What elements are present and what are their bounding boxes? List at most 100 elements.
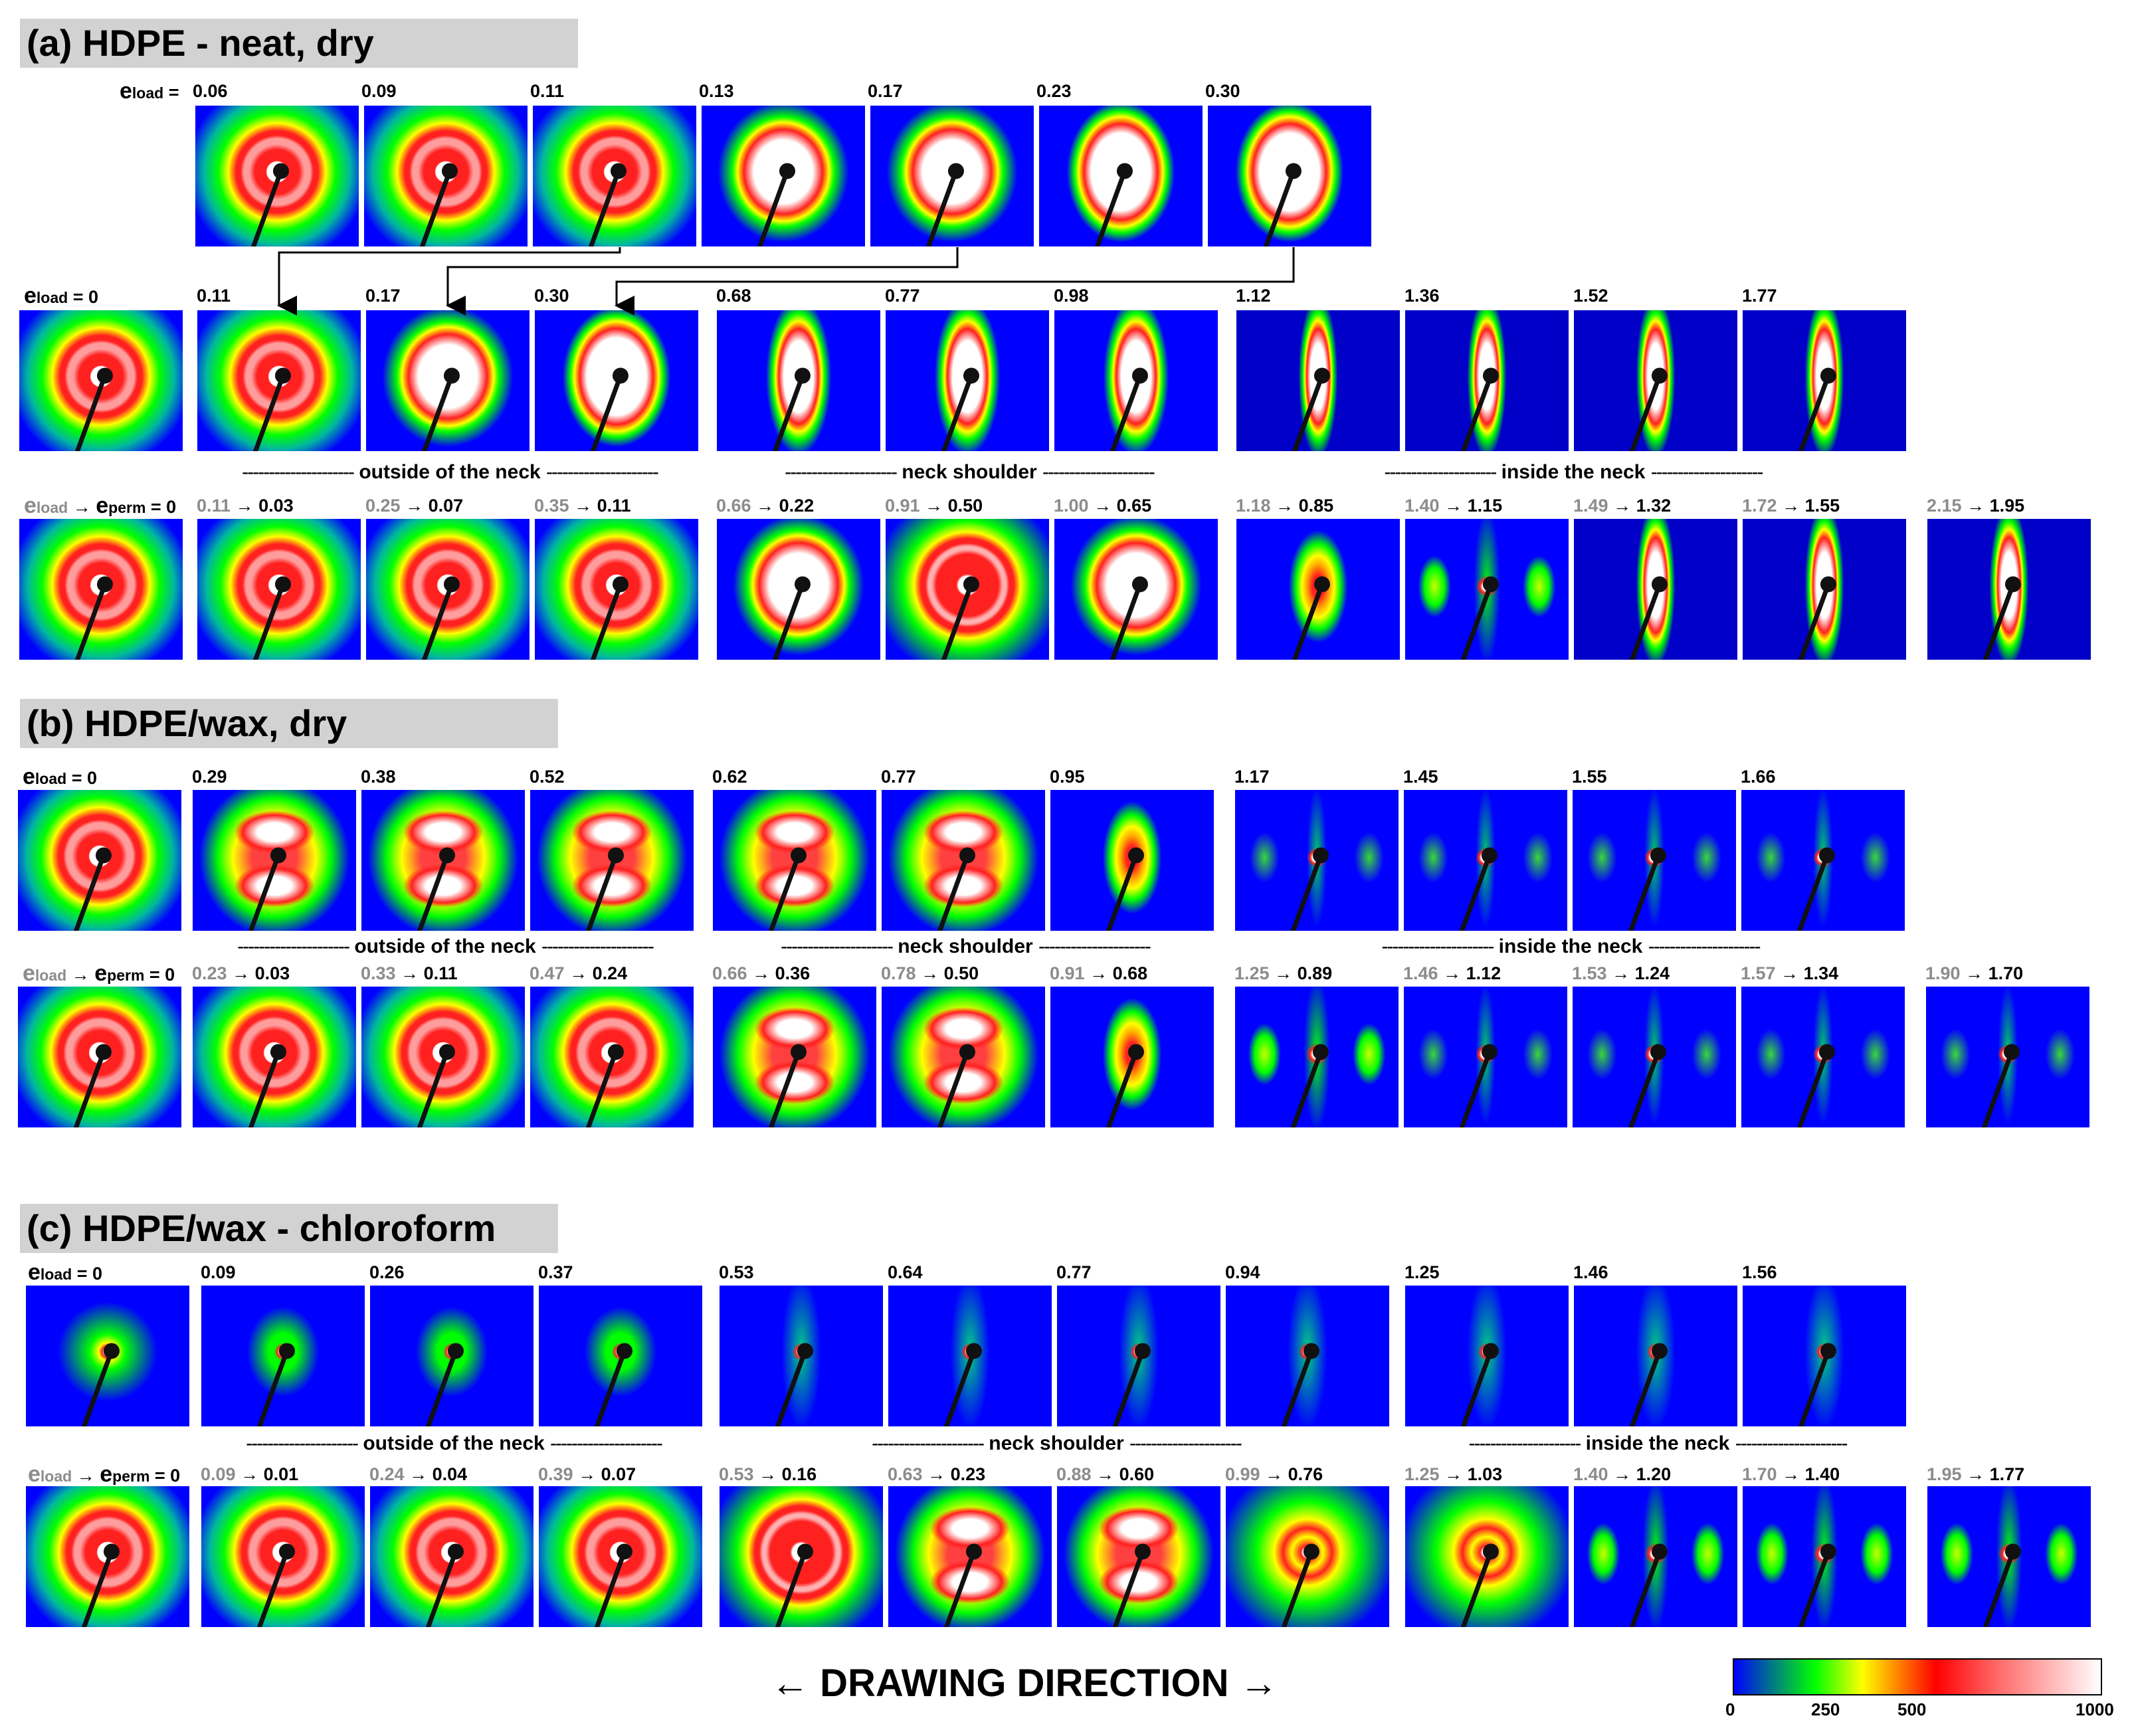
scattering-pattern — [701, 105, 866, 247]
scattering-pattern — [881, 789, 1046, 931]
scattering-pattern — [719, 1486, 884, 1628]
panel-title: (c) HDPE/wax - chloroform — [20, 1204, 558, 1253]
eload-label: eload = — [120, 78, 179, 104]
strain-label: 0.77 — [881, 767, 916, 787]
strain-label: 0.68 — [716, 286, 751, 306]
region-label-outside: --------------------- outside of the nec… — [237, 935, 654, 957]
strain-label: 1.46 — [1573, 1262, 1608, 1282]
scattering-pattern — [888, 1285, 1052, 1427]
scattering-pattern — [885, 518, 1050, 660]
strain-label: 0.94 — [1225, 1262, 1260, 1282]
strain-pair-label: 1.90 → 1.70 — [1925, 963, 2024, 983]
eload-label: eload = 0 — [24, 283, 99, 308]
strain-pair-label: 0.25 → 0.07 — [365, 496, 464, 516]
scattering-pattern — [716, 310, 881, 452]
scattering-pattern — [19, 518, 183, 660]
strain-label: 1.25 — [1404, 1262, 1440, 1282]
strain-label: 0.17 — [365, 286, 401, 306]
scattering-pattern — [361, 789, 526, 931]
scattering-pattern — [369, 1285, 534, 1427]
strain-label: 0.23 — [1036, 81, 1072, 101]
colorbar-tick: 0 — [1725, 1699, 1735, 1719]
scattering-pattern — [530, 986, 694, 1128]
strain-label: 1.56 — [1742, 1262, 1777, 1282]
strain-label: 0.17 — [868, 81, 903, 101]
scattering-pattern — [1573, 1285, 1738, 1427]
strain-label: 0.30 — [1205, 81, 1240, 101]
scattering-pattern — [1234, 789, 1399, 931]
strain-pair-label: 0.24 → 0.04 — [369, 1464, 468, 1484]
strain-label: 0.26 — [369, 1262, 405, 1282]
scattering-pattern — [1927, 518, 2091, 660]
strain-label: 0.11 — [530, 81, 565, 101]
strain-pair-label: 0.47 → 0.24 — [530, 963, 628, 983]
strain-pair-label: 1.46 → 1.12 — [1403, 963, 1501, 983]
scattering-pattern — [369, 1486, 534, 1628]
strain-pair-label: 0.09 → 0.01 — [201, 1464, 299, 1484]
scattering-pattern — [1403, 789, 1568, 931]
strain-pair-label: 1.25 → 1.03 — [1404, 1464, 1503, 1484]
region-label-outside: --------------------- outside of the nec… — [246, 1432, 663, 1454]
scattering-pattern — [538, 1285, 703, 1427]
strain-label: 0.11 — [197, 286, 231, 306]
scattering-pattern — [1404, 1285, 1569, 1427]
scattering-pattern — [712, 789, 877, 931]
scattering-pattern — [1572, 789, 1737, 931]
colorbar-tick: 500 — [1897, 1699, 1927, 1719]
strain-label: 0.77 — [1056, 1262, 1092, 1282]
strain-label: 0.37 — [538, 1262, 573, 1282]
scattering-pattern — [881, 986, 1046, 1128]
eperm-label: eload → eperm = 0 — [23, 961, 175, 986]
scattering-pattern — [1925, 986, 2090, 1128]
scattering-pattern — [1236, 518, 1401, 660]
region-label-inside: --------------------- inside the neck --… — [1468, 1432, 1848, 1454]
scattering-pattern — [1038, 105, 1203, 247]
strain-label: 0.09 — [361, 81, 397, 101]
strain-label: 0.95 — [1050, 767, 1085, 787]
strain-pair-label: 0.91 → 0.68 — [1050, 963, 1148, 983]
scattering-pattern — [532, 105, 697, 247]
scattering-pattern — [17, 789, 182, 931]
scattering-pattern — [1054, 310, 1218, 452]
scattering-pattern — [1741, 789, 1905, 931]
strain-label: 0.30 — [534, 286, 569, 306]
strain-pair-label: 1.00 → 0.65 — [1054, 496, 1152, 516]
strain-label: 0.98 — [1054, 286, 1089, 306]
scattering-pattern — [25, 1486, 190, 1628]
strain-label: 0.38 — [361, 767, 396, 787]
scattering-pattern — [201, 1486, 365, 1628]
colorbar — [1733, 1658, 2102, 1695]
scattering-pattern — [1050, 986, 1214, 1128]
scattering-pattern — [1404, 518, 1569, 660]
strain-pair-label: 0.99 → 0.76 — [1225, 1464, 1323, 1484]
strain-pair-label: 0.33 → 0.11 — [361, 963, 458, 983]
strain-label: 1.77 — [1742, 286, 1777, 306]
strain-pair-label: 0.78 → 0.50 — [881, 963, 979, 983]
eperm-label: eload → eperm = 0 — [28, 1462, 181, 1487]
region-label-shoulder: --------------------- neck shoulder ----… — [781, 935, 1151, 957]
strain-pair-label: 1.95 → 1.77 — [1927, 1464, 2025, 1484]
scattering-pattern — [1207, 105, 1372, 247]
scattering-pattern — [19, 310, 183, 452]
strain-pair-label: 2.15 → 1.95 — [1927, 496, 2025, 516]
scattering-pattern — [1573, 518, 1738, 660]
strain-label: 1.52 — [1573, 286, 1608, 306]
scattering-pattern — [1742, 310, 1907, 452]
strain-label: 0.13 — [699, 81, 734, 101]
scattering-pattern — [530, 789, 694, 931]
scattering-pattern — [1741, 986, 1905, 1128]
scattering-pattern — [201, 1285, 365, 1427]
scattering-pattern — [870, 105, 1034, 247]
strain-pair-label: 0.23 → 0.03 — [192, 963, 290, 983]
scattering-pattern — [1403, 986, 1568, 1128]
scattering-pattern — [1742, 518, 1907, 660]
scattering-pattern — [365, 518, 530, 660]
scattering-pattern — [1573, 310, 1738, 452]
scattering-pattern — [192, 789, 357, 931]
strain-pair-label: 0.66 → 0.22 — [716, 496, 815, 516]
scattering-pattern — [1742, 1486, 1907, 1628]
eload-label: eload = 0 — [28, 1260, 103, 1285]
strain-label: 1.45 — [1403, 767, 1438, 787]
strain-pair-label: 1.70 → 1.40 — [1742, 1464, 1840, 1484]
strain-pair-label: 0.53 → 0.16 — [719, 1464, 817, 1484]
